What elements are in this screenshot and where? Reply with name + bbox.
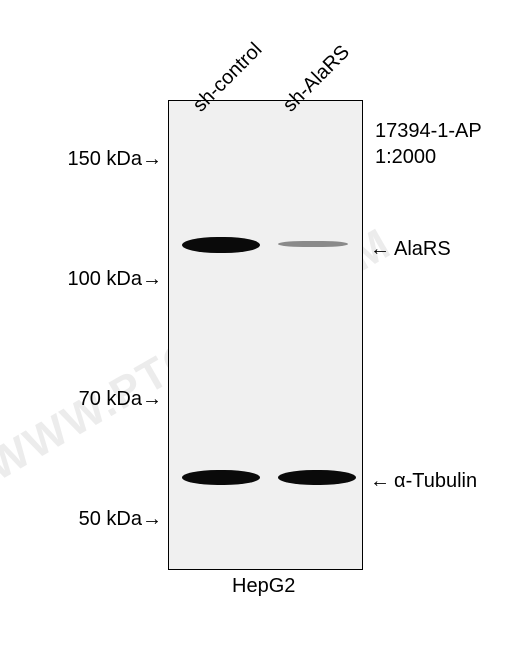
mw-text-3: 50 kDa [79,508,142,530]
mw-label-0: 150 kDa→ [68,148,163,171]
arrow-right-icon: → [142,148,162,171]
antibody-info: 17394-1-AP 1:2000 [375,118,482,170]
mw-label-1: 100 kDa→ [68,268,163,291]
protein-text-1: α-Tubulin [394,470,477,492]
arrow-left-icon: ← [370,470,390,493]
protein-label-1: ←α-Tubulin [370,470,477,493]
arrow-right-icon: → [142,388,162,411]
mw-text-0: 150 kDa [68,148,143,170]
western-blot-figure: WWW.PTGLAB.COM sh-control sh-AlaRS 150 k… [0,0,530,650]
band-3 [278,470,356,485]
arrow-right-icon: → [142,268,162,291]
mw-text-1: 100 kDa [68,268,143,290]
arrow-left-icon: ← [370,238,390,261]
arrow-right-icon: → [142,508,162,531]
cell-line-label: HepG2 [232,575,295,598]
mw-text-2: 70 kDa [79,388,142,410]
blot-membrane [168,100,363,570]
antibody-catalog: 17394-1-AP [375,118,482,144]
mw-label-3: 50 kDa→ [79,508,162,531]
mw-label-2: 70 kDa→ [79,388,162,411]
band-2 [182,470,260,485]
protein-text-0: AlaRS [394,238,451,260]
band-0 [182,237,260,253]
band-1 [278,241,348,247]
antibody-dilution: 1:2000 [375,144,482,170]
protein-label-0: ←AlaRS [370,238,451,261]
